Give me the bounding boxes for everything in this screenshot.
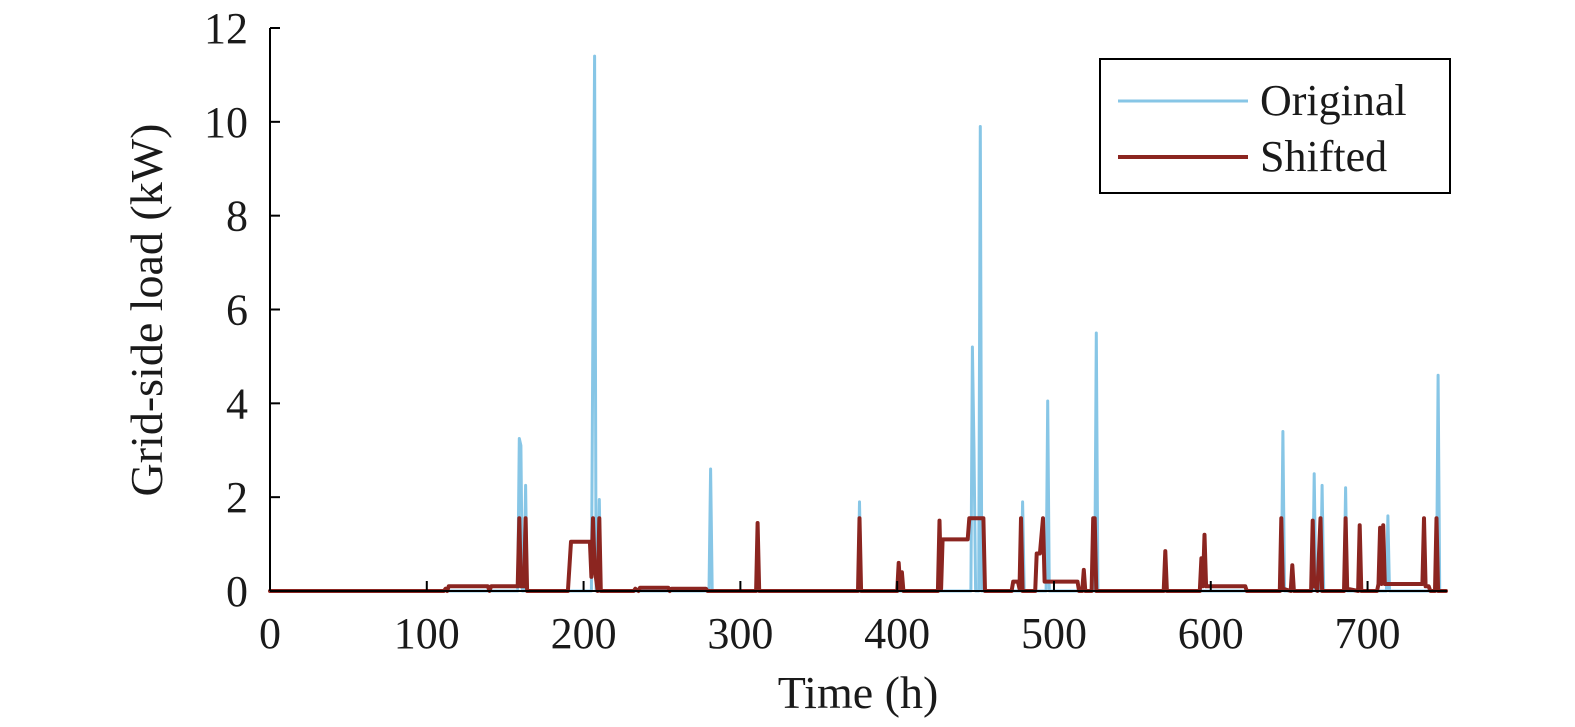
y-tick-label: 0 (226, 567, 248, 616)
x-tick-label: 500 (1021, 609, 1087, 658)
plot-area: 0 100 200 300 400 500 600 700 0 2 4 6 8 10 12 (204, 4, 1448, 658)
series-line-shifted (268, 516, 1448, 593)
x-axis-title: Time (h) (778, 667, 939, 718)
y-tick-label: 2 (226, 473, 248, 522)
y-axis-title: Grid-side load (kW) (121, 124, 172, 497)
x-tick-label: 100 (394, 609, 460, 658)
x-tick-label: 300 (707, 609, 773, 658)
x-tick-label: 400 (864, 609, 930, 658)
x-tick-label: 600 (1178, 609, 1244, 658)
x-ticks: 0 100 200 300 400 500 600 700 (259, 581, 1401, 658)
legend: Original Shifted (1099, 58, 1451, 194)
legend-box (1099, 58, 1451, 194)
legend-label-original: Original (1260, 76, 1407, 125)
y-tick-label: 12 (204, 4, 248, 53)
x-tick-label: 200 (551, 609, 617, 658)
y-tick-label: 10 (204, 98, 248, 147)
x-tick-label: 700 (1335, 609, 1401, 658)
legend-label-shifted: Shifted (1260, 132, 1387, 181)
y-tick-label: 6 (226, 286, 248, 335)
y-tick-label: 8 (226, 192, 248, 241)
x-tick-label: 0 (259, 609, 281, 658)
y-ticks: 0 2 4 6 8 10 12 (204, 4, 280, 616)
y-tick-label: 4 (226, 379, 248, 428)
